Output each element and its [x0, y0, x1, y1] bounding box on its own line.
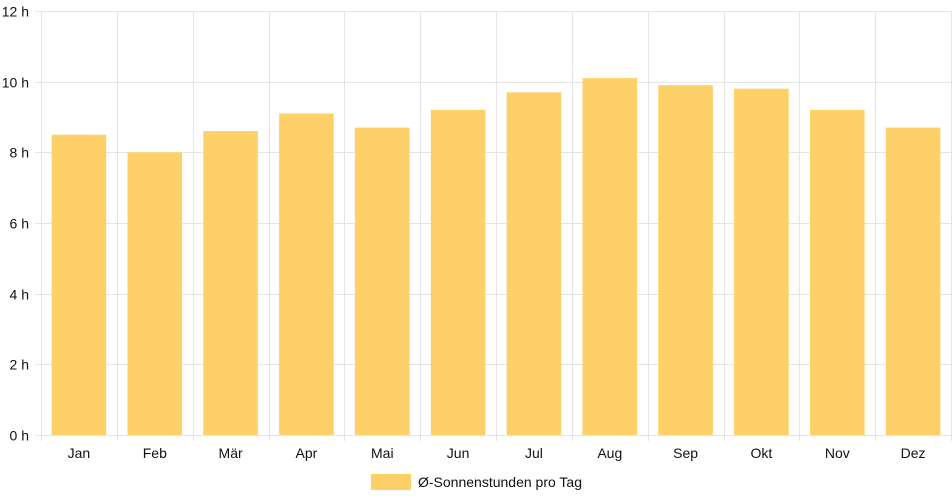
- bar-dez: [885, 127, 941, 435]
- legend-label: Ø-Sonnenstunden pro Tag: [418, 474, 582, 490]
- x-tick-label: Nov: [825, 445, 850, 461]
- legend-swatch: [371, 474, 411, 490]
- x-tick-label: Feb: [143, 445, 167, 461]
- y-tick-label: 2 h: [10, 357, 29, 373]
- bar-apr: [279, 113, 334, 435]
- bar-jun: [430, 109, 486, 436]
- bars: [51, 78, 941, 436]
- x-tick-label: Mai: [371, 445, 394, 461]
- bar-jul: [506, 92, 562, 436]
- x-tick-label: Jan: [68, 445, 91, 461]
- x-tick-label: Okt: [751, 445, 773, 461]
- y-tick-label: 6 h: [10, 216, 29, 232]
- grid-lines: [35, 11, 952, 441]
- y-axis-ticks: 0 h 2 h 4 h 6 h 8 h 10 h 12 h: [2, 4, 29, 444]
- bar-feb: [127, 152, 183, 436]
- x-tick-label: Sep: [673, 445, 698, 461]
- x-tick-label: Dez: [901, 445, 926, 461]
- x-tick-label: Mär: [219, 445, 243, 461]
- y-tick-label: 4 h: [10, 287, 29, 303]
- bar-mär: [203, 131, 258, 435]
- bar-nov: [810, 109, 865, 436]
- bar-aug: [582, 78, 638, 435]
- bar-sep: [658, 85, 713, 435]
- x-tick-label: Aug: [597, 445, 622, 461]
- bar-mai: [354, 127, 410, 435]
- x-tick-label: Apr: [296, 445, 318, 461]
- x-tick-label: Jul: [525, 445, 543, 461]
- bar-okt: [734, 88, 789, 435]
- x-axis-ticks: Jan Feb Mär Apr Mai Jun Jul Aug Sep Okt Nov Dez: [68, 445, 926, 461]
- legend[interactable]: Ø-Sonnenstunden pro Tag: [371, 474, 582, 490]
- y-tick-label: 0 h: [10, 428, 29, 444]
- y-tick-label: 12 h: [2, 4, 29, 20]
- y-tick-label: 8 h: [10, 145, 29, 161]
- bar-jan: [51, 134, 107, 435]
- y-tick-label: 10 h: [2, 75, 29, 91]
- x-tick-label: Jun: [447, 445, 470, 461]
